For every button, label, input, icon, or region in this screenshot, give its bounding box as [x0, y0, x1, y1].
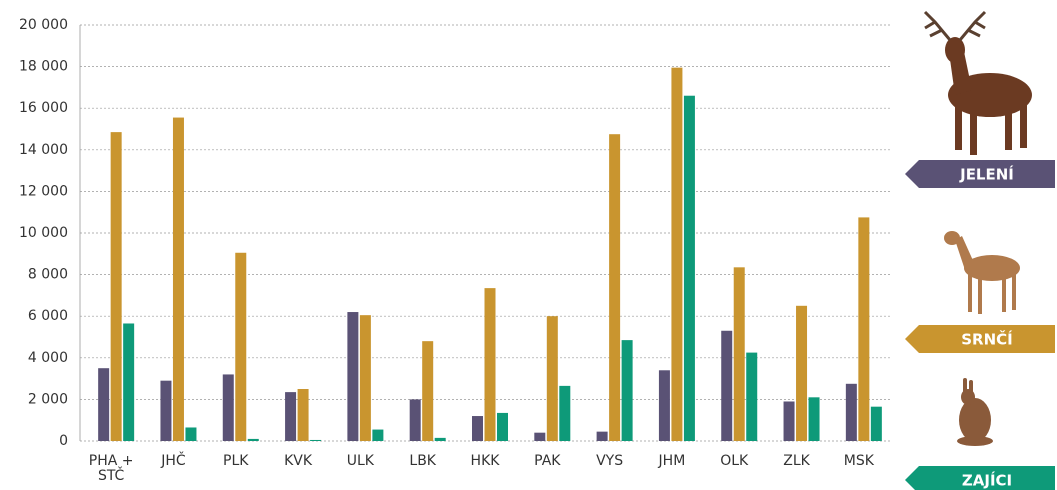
- bar: [235, 252, 247, 441]
- bar: [185, 427, 197, 441]
- bar: [746, 352, 758, 441]
- x-tick-label: JHČ: [161, 453, 186, 469]
- bar: [123, 323, 135, 441]
- y-tick-label: 8 000: [28, 267, 68, 283]
- x-tick-label: VYS: [596, 453, 624, 469]
- legend-label: SRNČÍ: [961, 330, 1013, 349]
- bar: [783, 401, 795, 441]
- bar: [497, 412, 508, 441]
- y-tick-label: 14 000: [19, 142, 68, 158]
- bar: [484, 288, 496, 441]
- bar: [359, 315, 371, 441]
- x-tick-label: KVK: [284, 453, 313, 469]
- y-tick-label: 0: [59, 433, 68, 449]
- bar: [409, 399, 421, 441]
- bar: [845, 383, 857, 441]
- x-tick-label: LBK: [409, 453, 436, 469]
- bar: [870, 406, 882, 441]
- bar: [733, 267, 745, 441]
- bar: [858, 217, 870, 441]
- x-tick-label: ZLK: [783, 453, 810, 469]
- y-tick-label: 10 000: [19, 225, 68, 241]
- y-tick-label: 18 000: [19, 59, 68, 75]
- legend-swatch: [905, 325, 1055, 353]
- bar: [98, 368, 110, 441]
- x-tick-label: HKK: [470, 453, 500, 469]
- legend-art: [923, 10, 1032, 446]
- x-tick-label: PLK: [223, 453, 249, 469]
- bar: [172, 117, 184, 441]
- bar: [160, 380, 172, 441]
- y-tick-label: 16 000: [19, 100, 68, 116]
- y-tick-label: 2 000: [28, 391, 68, 407]
- legend-label: JELENÍ: [959, 165, 1014, 184]
- bar: [546, 316, 558, 441]
- bar: [596, 431, 608, 441]
- x-tick-label: JHM: [658, 453, 686, 469]
- bar: [621, 340, 633, 441]
- x-tick-label: PAK: [534, 453, 561, 469]
- bar: [671, 67, 683, 441]
- x-tick-label: ULK: [346, 453, 374, 469]
- x-tick-label: OLK: [720, 453, 749, 469]
- bar: [434, 437, 446, 441]
- y-tick-label: 4 000: [28, 350, 68, 366]
- legend-label: ZAJÍCI: [962, 471, 1012, 490]
- x-tick-label: MSK: [843, 453, 874, 469]
- legend-swatch: [905, 160, 1055, 188]
- bar: [110, 132, 122, 441]
- bar: [534, 432, 546, 441]
- bar: [559, 385, 571, 441]
- bar: [609, 134, 621, 441]
- bar: [808, 397, 820, 441]
- bar: [222, 374, 234, 441]
- bar: [297, 389, 309, 441]
- bar: [347, 312, 359, 441]
- bar: [310, 439, 322, 441]
- y-tick-label: 6 000: [28, 308, 68, 324]
- y-tick-label: 12 000: [19, 183, 68, 199]
- bar: [422, 341, 434, 441]
- legend-swatch: [905, 466, 1055, 490]
- bar: [721, 330, 733, 441]
- bar: [472, 416, 483, 441]
- bar: [658, 370, 670, 441]
- bar: [796, 305, 808, 441]
- bar: [285, 392, 297, 441]
- y-tick-label: 20 000: [19, 17, 68, 33]
- bar: [372, 429, 384, 441]
- x-tick-label: PHA + STČ: [88, 453, 134, 484]
- bar: [683, 95, 695, 441]
- bar: [247, 438, 259, 441]
